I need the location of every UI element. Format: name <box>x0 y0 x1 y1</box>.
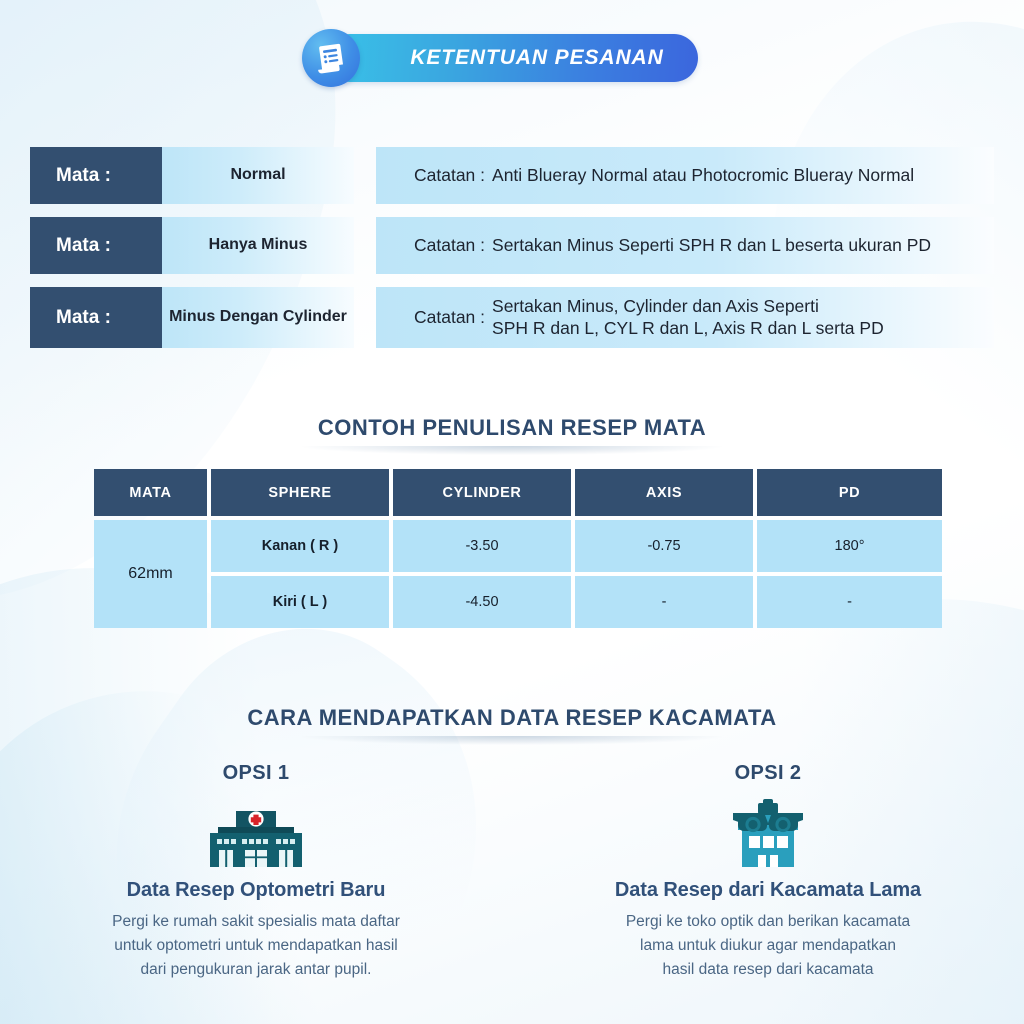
option-1: OPSI 1 <box>0 762 512 982</box>
table-row: - <box>757 576 942 628</box>
condition-label: Mata : <box>30 147 162 204</box>
condition-label: Mata : <box>30 287 162 348</box>
options-row: OPSI 1 <box>0 762 1024 982</box>
table-row: -0.75 <box>575 520 753 572</box>
table-row: Kanan ( R ) <box>211 520 389 572</box>
table-header-mata: MATA <box>94 469 207 516</box>
condition-value: Minus Dengan Cylinder <box>162 287 354 348</box>
option-number: OPSI 2 <box>734 762 802 784</box>
table-row: 180° <box>757 520 942 572</box>
table-header-axis: AXIS <box>575 469 753 516</box>
condition-row: Mata : Normal Catatan : Anti Blueray Nor… <box>30 147 994 204</box>
note-value-multiline: Sertakan Minus, Cylinder dan Axis Sepert… <box>492 296 884 339</box>
condition-note: Catatan : Sertakan Minus, Cylinder dan A… <box>376 287 994 348</box>
option-title: Data Resep dari Kacamata Lama <box>614 879 922 901</box>
table-row: -3.50 <box>393 520 571 572</box>
prescription-section-title: CONTOH PENULISAN RESEP MATA <box>0 415 1024 455</box>
optical-shop-icon <box>550 795 986 871</box>
condition-label: Mata : <box>30 217 162 274</box>
option-title: Data Resep Optometri Baru <box>126 879 386 901</box>
option-desc-line: dari pengukuran jarak antar pupil. <box>140 961 372 979</box>
note-value: Anti Blueray Normal atau Photocromic Blu… <box>492 164 915 185</box>
option-description: Pergi ke rumah sakit spesialis mata daft… <box>38 910 474 982</box>
condition-value: Hanya Minus <box>162 217 354 274</box>
option-2: OPSI 2 <box>512 762 1024 982</box>
option-description: Pergi ke toko optik dan berikan kacamata… <box>550 910 986 982</box>
prescription-table: MATA SPHERE CYLINDER AXIS PD Kanan ( R )… <box>94 469 942 628</box>
table-cell-pd-value: 62mm <box>94 520 207 628</box>
table-header-sphere: SPHERE <box>211 469 389 516</box>
condition-row: Mata : Minus Dengan Cylinder Catatan : S… <box>30 287 994 348</box>
header-banner: KETENTUAN PESANAN <box>0 29 1024 87</box>
row-gap <box>354 147 376 204</box>
option-desc-line: Pergi ke rumah sakit spesialis mata daft… <box>112 913 400 930</box>
table-row: - <box>575 576 753 628</box>
note-value: Sertakan Minus Seperti SPH R dan L beser… <box>492 234 932 255</box>
row-gap <box>354 217 376 274</box>
document-list-icon <box>302 29 361 87</box>
condition-row: Mata : Hanya Minus Catatan : Sertakan Mi… <box>30 217 994 274</box>
option-desc-line: Pergi ke toko optik dan berikan kacamata <box>625 913 911 930</box>
condition-note: Catatan : Anti Blueray Normal atau Photo… <box>376 147 994 204</box>
hospital-icon <box>38 795 474 871</box>
options-section-title: CARA MENDAPATKAN DATA RESEP KACAMATA <box>0 705 1024 745</box>
banner-title: KETENTUAN PESANAN <box>410 46 664 69</box>
row-gap <box>354 287 376 348</box>
note-key: Catatan : <box>414 235 486 255</box>
table-row: -4.50 <box>393 576 571 628</box>
banner-pill: KETENTUAN PESANAN <box>302 29 698 87</box>
note-value-line1: Sertakan Minus, Cylinder dan Axis Sepert… <box>492 296 819 317</box>
option-desc-line: lama untuk diukur agar mendapatkan <box>640 937 896 955</box>
conditions-block: Mata : Normal Catatan : Anti Blueray Nor… <box>30 147 994 361</box>
note-key: Catatan : <box>414 307 486 327</box>
note-value-line2: SPH R dan L, CYL R dan L, Axis R dan L s… <box>492 317 884 338</box>
table-row: Kiri ( L ) <box>211 576 389 628</box>
note-key: Catatan : <box>414 165 486 185</box>
table-header-pd: PD <box>757 469 942 516</box>
option-desc-line: hasil data resep dari kacamata <box>662 961 874 979</box>
option-number: OPSI 1 <box>222 762 290 784</box>
condition-note: Catatan : Sertakan Minus Seperti SPH R d… <box>376 217 994 274</box>
condition-value: Normal <box>162 147 354 204</box>
option-desc-line: untuk optometri untuk mendapatkan hasil <box>114 937 398 955</box>
table-header-cylinder: CYLINDER <box>393 469 571 516</box>
